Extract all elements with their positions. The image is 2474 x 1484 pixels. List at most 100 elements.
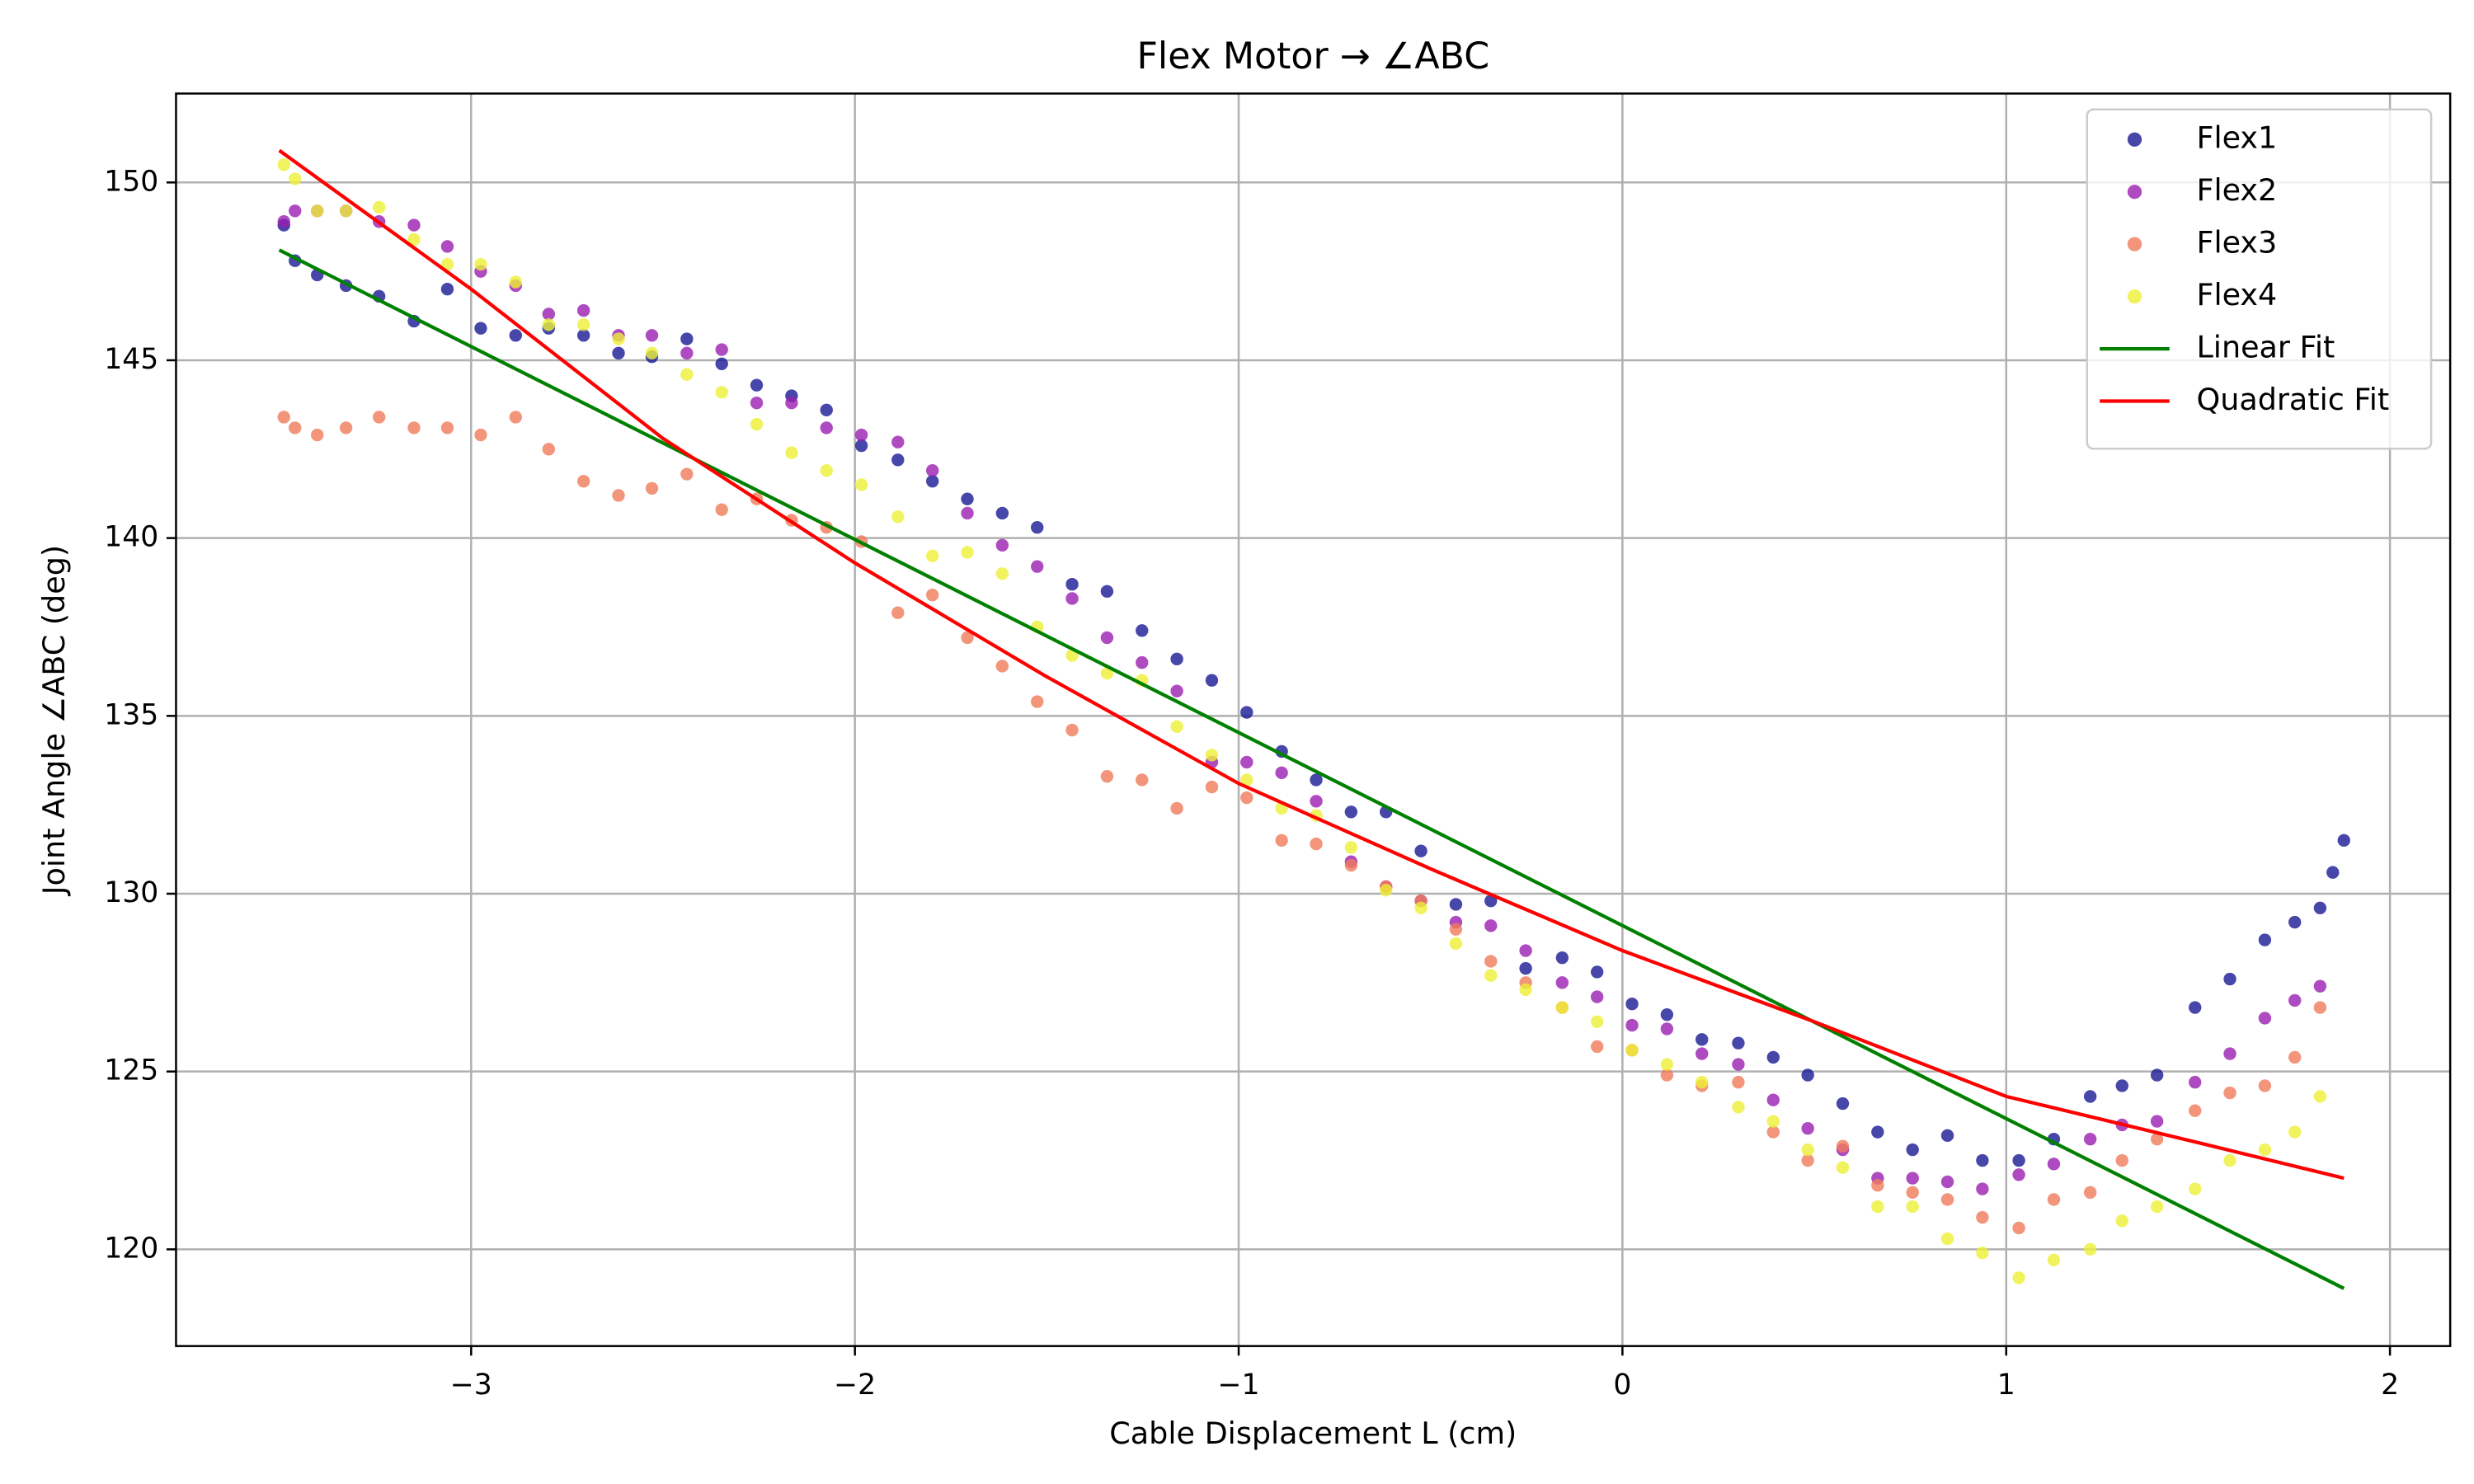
- scatter-point: [645, 346, 659, 360]
- scatter-point: [1240, 706, 1253, 719]
- scatter-point: [1976, 1182, 1989, 1195]
- scatter-point: [2223, 1047, 2236, 1060]
- scatter-point: [1590, 965, 1604, 979]
- scatter-point: [1519, 961, 1532, 975]
- scatter-point: [1170, 684, 1183, 697]
- scatter-point: [576, 329, 590, 342]
- scatter-point: [1344, 858, 1358, 872]
- scatter-point: [2189, 1001, 2202, 1014]
- y-tick-label: 130: [104, 876, 158, 909]
- scatter-point: [891, 510, 905, 524]
- legend-swatch: [2127, 289, 2142, 304]
- scatter-point: [645, 329, 659, 342]
- scatter-point: [925, 549, 939, 562]
- scatter-point: [2047, 1193, 2061, 1206]
- scatter-point: [1031, 560, 1044, 573]
- scatter-point: [820, 464, 833, 477]
- scatter-point: [1801, 1153, 1814, 1167]
- scatter-point: [1940, 1129, 1954, 1143]
- scatter-point: [1976, 1246, 1989, 1260]
- scatter-point: [2326, 866, 2340, 879]
- scatter-point: [2083, 1132, 2097, 1146]
- scatter-point: [612, 489, 625, 502]
- plot-marks: [277, 148, 2350, 1290]
- scatter-point: [925, 474, 939, 488]
- scatter-point: [1240, 755, 1253, 769]
- scatter-point: [995, 506, 1009, 520]
- legend-swatch: [2127, 237, 2142, 251]
- scatter-point: [1732, 1075, 1745, 1089]
- scatter-point: [474, 322, 487, 335]
- scatter-point: [750, 397, 764, 410]
- scatter-point: [1136, 773, 1149, 787]
- scatter-point: [612, 346, 625, 360]
- scatter-point: [576, 318, 590, 331]
- scatter-point: [1555, 951, 1569, 965]
- scatter-point: [2083, 1090, 2097, 1103]
- scatter-point: [407, 232, 421, 247]
- scatter-point: [1484, 919, 1498, 932]
- scatter-point: [1065, 723, 1079, 737]
- scatter-point: [1519, 983, 1532, 997]
- scatter-point: [1906, 1200, 1919, 1214]
- scatter-point: [1275, 766, 1288, 780]
- scatter-point: [2313, 1001, 2327, 1014]
- scatter-point: [1555, 1001, 1569, 1014]
- scatter-point: [1414, 844, 1427, 857]
- scatter-point: [509, 329, 522, 342]
- scatter-point: [1310, 795, 1323, 808]
- scatter-point: [1766, 1050, 1780, 1064]
- y-tick-label: 140: [104, 521, 158, 554]
- grid: [176, 93, 2451, 1346]
- scatter-point: [1660, 1058, 1674, 1071]
- y-tick-label: 135: [104, 698, 158, 731]
- y-tick-label: 150: [104, 165, 158, 198]
- scatter-point: [1766, 1125, 1780, 1139]
- scatter-point: [680, 346, 694, 360]
- scatter-point: [750, 417, 764, 431]
- scatter-point: [680, 332, 694, 345]
- scatter-point: [542, 318, 556, 331]
- scatter-point: [854, 478, 868, 491]
- scatter-point: [891, 606, 905, 619]
- scatter-point: [925, 464, 939, 477]
- scatter-point: [2288, 915, 2302, 929]
- scatter-point: [2313, 979, 2327, 993]
- scatter-point: [407, 218, 421, 232]
- scatter-point: [440, 257, 454, 271]
- y-axis-label: Joint Angle ∠ABC (deg): [36, 545, 72, 896]
- scatter-point: [1625, 1044, 1639, 1057]
- scatter-point: [1590, 1015, 1604, 1028]
- scatter-point: [2047, 1253, 2061, 1266]
- scatter-point: [1732, 1036, 1745, 1050]
- x-tick-label: −1: [1218, 1369, 1260, 1402]
- scatter-point: [2223, 1086, 2236, 1100]
- scatter-point: [440, 421, 454, 434]
- scatter-point: [1240, 773, 1253, 787]
- scatter-point: [2012, 1168, 2025, 1181]
- scatter-point: [2189, 1182, 2202, 1195]
- scatter-point: [474, 257, 487, 271]
- scatter-point: [1484, 969, 1498, 982]
- scatter-point: [311, 428, 324, 442]
- scatter-point: [289, 204, 302, 218]
- scatter-point: [1732, 1058, 1745, 1071]
- scatter-point: [440, 283, 454, 296]
- scatter-point: [1275, 834, 1288, 847]
- plot-frame: [175, 92, 2452, 1347]
- scatter-point: [1136, 624, 1149, 637]
- scatter-point: [961, 631, 974, 645]
- scatter-point: [1940, 1175, 1954, 1189]
- scatter-point: [1906, 1172, 1919, 1185]
- scatter-point: [474, 428, 487, 442]
- scatter-point: [1871, 1200, 1884, 1214]
- scatter-point: [1625, 998, 1639, 1011]
- x-axis-label: Cable Displacement L (cm): [1109, 1416, 1517, 1451]
- scatter-point: [277, 411, 290, 424]
- axes: −3 −2 −1 0 1 2 120 125 130 135 140 145 150: [104, 165, 2399, 1401]
- scatter-point: [1344, 805, 1358, 819]
- fit-line: [278, 248, 2345, 1290]
- scatter-point: [995, 538, 1009, 552]
- legend-label: Flex4: [2196, 277, 2277, 312]
